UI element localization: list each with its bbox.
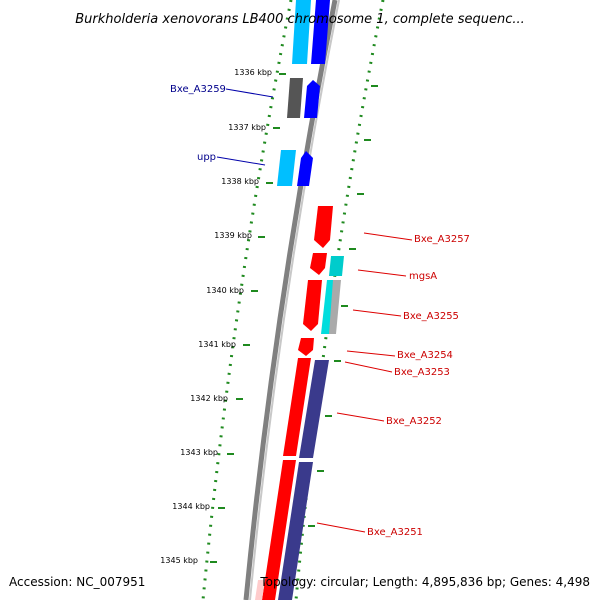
leader-line xyxy=(316,522,366,533)
map-title: Burkholderia xenovorans LB400 chromosome… xyxy=(75,12,525,27)
tick-label: 1336 kbp xyxy=(234,68,272,77)
gene-block[interactable] xyxy=(329,256,344,276)
leader-line xyxy=(225,88,274,98)
tick-label: 1343 kbp xyxy=(180,448,218,457)
gene-label-bxe-a3252[interactable]: Bxe_A3252 xyxy=(386,416,442,427)
gene-block[interactable] xyxy=(278,462,313,600)
gene-block[interactable] xyxy=(283,358,311,456)
gene-block[interactable] xyxy=(311,0,330,64)
gene-label-bxe-a3251[interactable]: Bxe_A3251 xyxy=(367,527,423,538)
gene-block[interactable] xyxy=(292,0,311,64)
accession-label: Accession: NC_007951 xyxy=(9,575,145,589)
gene-block[interactable] xyxy=(310,253,327,275)
gene-label-mgsa[interactable]: mgsA xyxy=(409,271,437,282)
gene-labels: Bxe_A3259 upp Bxe_A3257 mgsA Bxe_A3255 B… xyxy=(170,84,470,538)
gene-block xyxy=(255,580,265,600)
backbone-inner xyxy=(243,0,338,600)
gene-label-bxe-a3255[interactable]: Bxe_A3255 xyxy=(403,311,459,322)
leader-line xyxy=(346,350,396,357)
leader-line xyxy=(344,361,393,373)
leader-line xyxy=(216,156,266,166)
tick-label: 1342 kbp xyxy=(190,394,228,403)
tick-label: 1337 kbp xyxy=(228,123,266,132)
scale-ticks: 1336 kbp 1337 kbp 1338 kbp 1339 kbp 1340… xyxy=(160,68,378,565)
gene-block[interactable] xyxy=(299,360,329,458)
gene-block[interactable] xyxy=(287,78,303,118)
gene-block[interactable] xyxy=(277,150,296,186)
gene-block[interactable] xyxy=(298,338,314,356)
tick-label: 1344 kbp xyxy=(172,502,210,511)
leader-line xyxy=(363,232,413,241)
gene-label-bxe-a3257[interactable]: Bxe_A3257 xyxy=(414,234,470,245)
gene-label-bxe-a3259[interactable]: Bxe_A3259 xyxy=(170,84,226,95)
gene-block[interactable] xyxy=(329,280,341,334)
tick-label: 1340 kbp xyxy=(206,286,244,295)
gene-label-bxe-a3253[interactable]: Bxe_A3253 xyxy=(394,367,450,378)
leader-line xyxy=(336,412,385,422)
tick-label: 1338 kbp xyxy=(221,177,259,186)
inner-tick-ring xyxy=(201,0,293,600)
gene-block[interactable] xyxy=(304,80,320,118)
gene-block[interactable] xyxy=(314,206,333,248)
gene-blocks xyxy=(255,0,344,600)
tick-label: 1345 kbp xyxy=(160,556,198,565)
gene-label-upp[interactable]: upp xyxy=(197,152,216,163)
gene-block[interactable] xyxy=(303,280,322,331)
tick-label: 1339 kbp xyxy=(214,231,252,240)
gene-block[interactable] xyxy=(297,151,313,186)
leader-lines xyxy=(216,88,413,533)
leader-line xyxy=(352,309,402,317)
gene-label-bxe-a3254[interactable]: Bxe_A3254 xyxy=(397,350,453,361)
topology-label: Topology: circular; Length: 4,895,836 bp… xyxy=(259,575,590,589)
backbone-outer xyxy=(249,0,340,600)
tick-label: 1341 kbp xyxy=(198,340,236,349)
leader-line xyxy=(357,269,407,277)
gene-block[interactable] xyxy=(262,460,296,600)
